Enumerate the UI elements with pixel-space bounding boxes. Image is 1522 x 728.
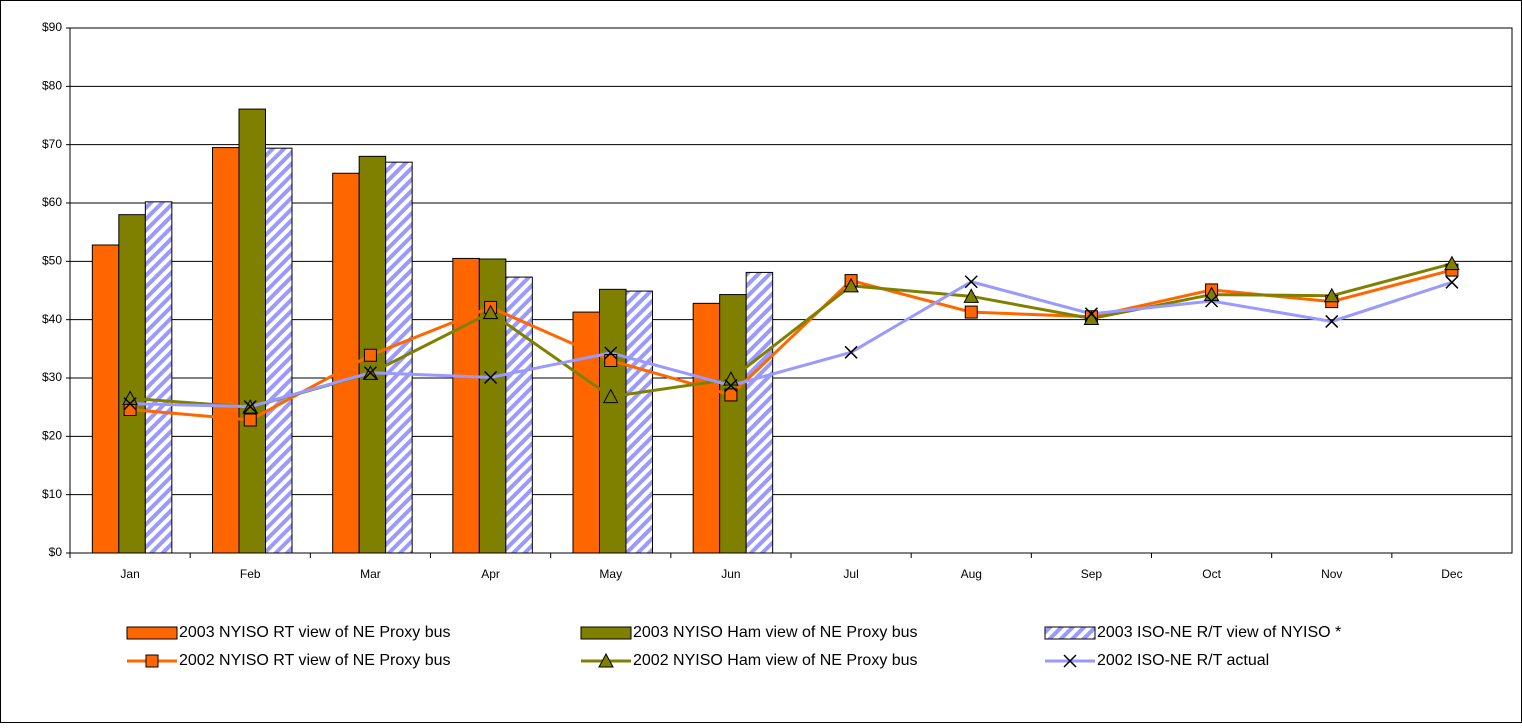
- marker: [1445, 275, 1459, 289]
- marker: [363, 366, 377, 380]
- x-tick-label: Feb: [240, 567, 261, 581]
- legend-label: 2003 NYISO RT view of NE Proxy bus: [179, 624, 451, 641]
- legend-swatch: [580, 626, 632, 640]
- x-tick-label: Jun: [721, 567, 740, 581]
- marker: [724, 388, 738, 402]
- marker: [604, 354, 618, 367]
- bar: [745, 271, 774, 554]
- marker: [844, 345, 858, 359]
- bar: [91, 244, 120, 554]
- marker: [123, 397, 137, 411]
- bar: [625, 290, 653, 554]
- x-tick-label: May: [599, 567, 622, 581]
- bar: [719, 294, 747, 554]
- x-tick-label: Nov: [1321, 567, 1342, 581]
- marker: [598, 652, 614, 668]
- marker: [482, 304, 499, 320]
- marker: [843, 277, 859, 293]
- x-tick-label: Oct: [1202, 567, 1221, 581]
- bar: [118, 214, 146, 554]
- legend-label: 2003 ISO-NE R/T view of NYISO *: [1097, 624, 1341, 641]
- x-tick-label: Aug: [961, 567, 982, 581]
- marker: [602, 388, 619, 404]
- legend-swatch: [126, 626, 178, 640]
- bar: [212, 147, 240, 554]
- x-tick-label: Apr: [481, 567, 500, 581]
- marker: [1325, 314, 1339, 328]
- y-tick-label: $30: [42, 370, 62, 384]
- y-tick-label: $40: [42, 312, 62, 326]
- marker: [604, 346, 618, 360]
- x-tick-label: Jan: [120, 567, 139, 581]
- marker: [363, 348, 377, 362]
- legend-label: 2002 NYISO RT view of NE Proxy bus: [179, 652, 451, 669]
- legend-swatch: [1044, 626, 1096, 640]
- y-tick-label: $20: [42, 429, 62, 443]
- marker: [1205, 294, 1219, 308]
- line: [130, 280, 1453, 409]
- y-tick-label: $10: [42, 487, 62, 501]
- x-tick-label: Sep: [1081, 567, 1103, 581]
- marker: [123, 403, 137, 416]
- marker: [724, 379, 738, 393]
- bar: [692, 302, 721, 554]
- x-tick-label: Jul: [843, 567, 858, 581]
- legend-label: 2002 NYISO Ham view of NE Proxy bus: [633, 652, 918, 669]
- y-tick-label: $80: [42, 79, 62, 93]
- y-tick-label: $0: [49, 545, 63, 559]
- marker: [145, 654, 159, 668]
- marker: [964, 305, 978, 319]
- x-tick-label: Mar: [360, 567, 381, 581]
- y-tick-label: $70: [42, 137, 62, 151]
- bar: [599, 288, 627, 554]
- marker: [243, 413, 257, 427]
- bar: [572, 311, 600, 554]
- bar: [238, 108, 266, 554]
- line: [129, 268, 1453, 422]
- marker: [243, 400, 257, 414]
- legend-label: 2002 ISO-NE R/T actual: [1097, 652, 1269, 669]
- marker: [484, 370, 498, 384]
- y-tick-label: $90: [42, 20, 62, 34]
- y-tick-label: $60: [42, 195, 62, 209]
- marker: [963, 288, 980, 303]
- marker: [1063, 654, 1077, 668]
- marker: [1323, 287, 1340, 303]
- x-tick-label: Dec: [1441, 567, 1462, 581]
- y-tick-label: $50: [42, 254, 62, 268]
- marker: [964, 275, 978, 289]
- bar: [265, 147, 293, 554]
- marker: [1444, 255, 1460, 271]
- bar: [144, 201, 173, 554]
- bar: [452, 257, 480, 554]
- legend-label: 2003 NYISO Ham view of NE Proxy bus: [633, 624, 918, 641]
- marker: [1084, 307, 1098, 321]
